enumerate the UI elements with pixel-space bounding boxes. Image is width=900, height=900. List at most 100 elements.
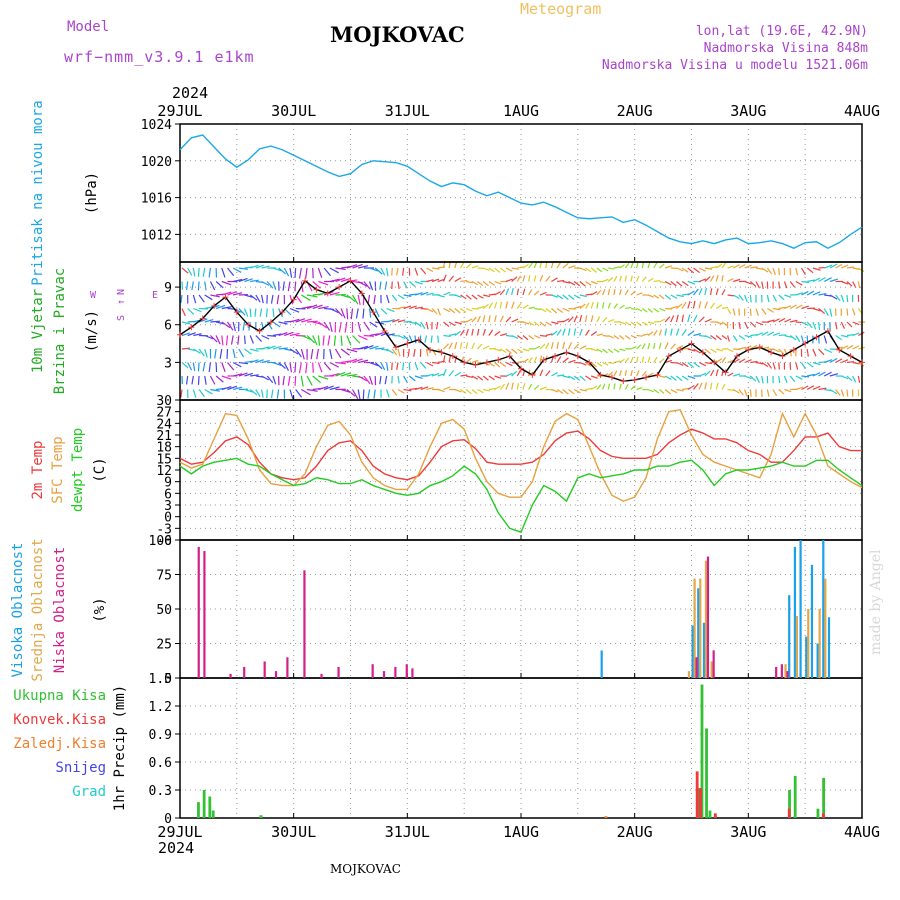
wind-arrow <box>329 361 340 368</box>
wind-arrow <box>585 387 593 391</box>
wind-arrow <box>431 267 440 270</box>
wind-arrow <box>287 281 291 292</box>
wind-arrow <box>522 358 529 364</box>
wind-arrow <box>301 294 311 302</box>
wind-speed-marker <box>586 359 593 366</box>
wind-arrow <box>471 280 479 286</box>
wind-arrow <box>317 267 323 278</box>
wind-arrow <box>784 334 792 338</box>
wind-arrow <box>823 371 832 377</box>
bar-niska-oblacnost <box>712 650 715 678</box>
bar-visoka-oblacnost <box>827 617 831 678</box>
wind-arrow <box>431 308 438 315</box>
wind-arrow <box>545 275 551 282</box>
y-tick-label: 50 <box>156 603 172 618</box>
wind-arrow <box>613 275 618 282</box>
wind-arrow <box>721 357 727 363</box>
wind-arrow <box>840 294 845 303</box>
bar-visoka-oblacnost <box>691 625 694 678</box>
wind-speed-marker <box>211 302 218 309</box>
wind-arrow <box>795 386 804 391</box>
wind-arrow <box>260 294 264 304</box>
wind-arrow <box>852 375 857 383</box>
wind-arrow <box>579 361 587 366</box>
wind-arrow <box>852 345 860 350</box>
wind-arrow <box>806 362 814 368</box>
wind-speed-marker <box>563 349 570 356</box>
wind-arrow <box>414 292 423 296</box>
wind-arrow <box>358 345 369 350</box>
wind-arrow <box>573 294 581 299</box>
ylabel-temp-unit: (C) <box>92 457 108 482</box>
wind-arrow <box>368 308 372 318</box>
wind-arrow <box>767 307 774 313</box>
wind-arrow <box>557 374 565 377</box>
wind-arrow <box>596 289 602 296</box>
wind-arrow <box>505 372 513 377</box>
wind-arrow <box>761 331 769 337</box>
wind-arrow <box>602 348 608 354</box>
wind-arrow <box>403 388 412 392</box>
wind-arrow <box>181 267 189 274</box>
wind-arrow <box>835 335 843 341</box>
wind-arrow <box>647 372 654 377</box>
wind-arrow <box>834 321 838 330</box>
wind-arrow <box>465 307 473 312</box>
wind-arrow <box>250 359 259 364</box>
wind-arrow <box>254 308 257 317</box>
wind-speed-marker <box>245 321 252 328</box>
series-line-pritisak-na-nivou-mora <box>179 134 863 249</box>
wind-arrow <box>209 375 216 385</box>
wind-arrow <box>476 328 480 336</box>
wind-arrow <box>619 335 625 340</box>
wind-speed-marker <box>370 309 377 316</box>
wind-arrow <box>180 389 183 398</box>
wind-arrow <box>482 345 490 350</box>
wind-arrow <box>460 388 467 394</box>
wind-arrow <box>338 321 342 333</box>
wind-arrow <box>846 375 853 382</box>
wind-arrow <box>846 266 855 269</box>
ylabel-temp-2m: 2m Temp <box>30 440 46 499</box>
wind-arrow <box>852 361 860 365</box>
wind-arrow <box>204 294 213 301</box>
wind-arrow <box>534 345 541 350</box>
wind-arrow <box>818 371 826 377</box>
wind-arrow <box>687 330 695 336</box>
wind-arrow <box>749 375 757 382</box>
wind-arrow <box>522 288 526 296</box>
wind-arrow <box>681 329 687 336</box>
wind-arrow <box>721 335 728 340</box>
wind-arrow <box>715 335 722 341</box>
wind-arrow <box>198 294 205 303</box>
wind-arrow <box>812 361 821 366</box>
wind-arrow <box>397 334 406 339</box>
wind-arrow <box>596 348 603 353</box>
bar-niska-oblacnost <box>320 673 323 678</box>
wind-arrow <box>522 335 529 341</box>
wind-arrow <box>636 356 639 363</box>
wind-arrow <box>249 389 258 396</box>
wind-arrow <box>294 267 297 278</box>
wind-arrow <box>289 348 299 355</box>
wind-arrow <box>624 370 627 377</box>
wind-arrow <box>301 334 312 341</box>
y-tick-label: 75 <box>156 569 172 584</box>
wind-arrow <box>727 335 730 342</box>
wind-arrow <box>738 294 744 301</box>
wind-arrow <box>333 335 337 346</box>
wind-arrow <box>750 344 758 350</box>
wind-arrow <box>590 280 598 285</box>
wind-arrow <box>237 335 240 345</box>
wind-arrow <box>658 329 662 336</box>
wind-arrow <box>619 264 625 269</box>
wind-arrow <box>670 388 678 394</box>
wind-arrow <box>386 362 389 371</box>
wind-arrow <box>693 288 699 296</box>
wind-arrow <box>272 345 282 350</box>
wind-arrow <box>494 267 501 273</box>
wind-arrow <box>312 362 314 373</box>
wind-arrow <box>857 281 861 289</box>
y-tick-label: 30 <box>156 394 172 409</box>
